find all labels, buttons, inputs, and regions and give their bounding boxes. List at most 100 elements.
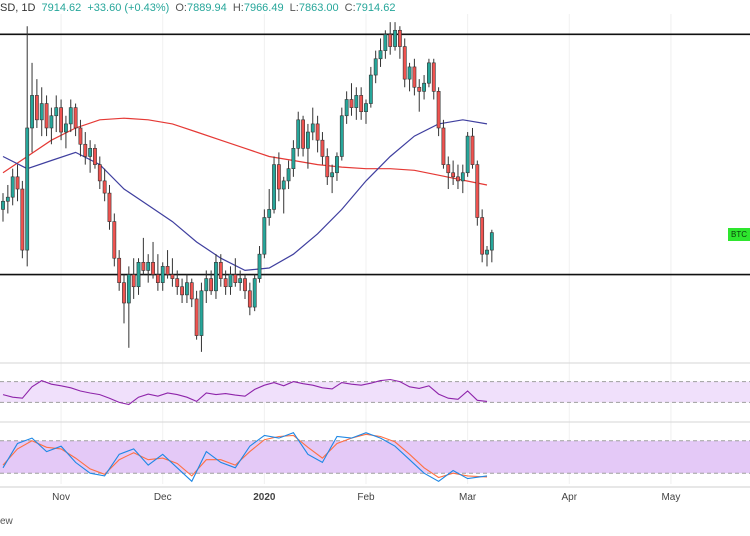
candle (315, 115, 320, 153)
candle (427, 58, 431, 88)
candle (378, 38, 383, 67)
price-tag: BTC (728, 228, 750, 241)
candle-body (267, 209, 272, 218)
candle (485, 246, 489, 267)
candle-body (15, 176, 20, 190)
candle-body (368, 74, 373, 104)
candle (417, 79, 422, 112)
candle-body (54, 107, 59, 117)
candle (383, 30, 388, 59)
candle (402, 38, 407, 88)
candle (325, 148, 330, 185)
ma-fast-line (2, 119, 488, 272)
price-change: +33.60 (+0.43%) (87, 2, 170, 14)
candle (64, 115, 68, 149)
candle (165, 250, 170, 279)
candle-body (185, 282, 189, 296)
candle-body (431, 62, 436, 92)
candle (465, 132, 470, 177)
candle-body (480, 217, 485, 255)
price-pane (0, 22, 750, 352)
candle (257, 246, 262, 283)
candle (422, 75, 426, 100)
candle-body (359, 95, 364, 112)
candle (68, 99, 73, 133)
candle (126, 266, 131, 348)
candle (122, 274, 126, 324)
high-label: H: (232, 2, 244, 14)
candle (30, 62, 34, 153)
candle-body (441, 127, 446, 165)
candle (388, 22, 393, 55)
candle (112, 213, 117, 267)
candle-body (427, 62, 431, 84)
ma-slow-line (2, 117, 488, 186)
candle-body (223, 278, 228, 288)
candle-body (112, 221, 117, 259)
footer-text: ew (0, 516, 13, 527)
candle (262, 209, 267, 259)
x-tick-label: Nov (52, 492, 70, 503)
candle-body (233, 274, 238, 283)
candle-body (407, 66, 412, 80)
candle (214, 254, 218, 299)
candle-body (310, 123, 315, 133)
candle-body (117, 257, 122, 283)
grid (0, 14, 750, 488)
close-label: C: (344, 2, 356, 14)
candle-body (64, 123, 68, 133)
candle-body (107, 192, 112, 222)
candle (393, 22, 397, 51)
candle-body (325, 156, 330, 178)
candle (189, 278, 194, 308)
stochastic-d-line (2, 433, 488, 479)
candle-body (194, 298, 199, 336)
candle (78, 119, 83, 157)
candle-body (470, 135, 475, 165)
candle-body (209, 278, 214, 292)
candle (296, 111, 301, 157)
candle (335, 152, 339, 181)
candle-body (422, 82, 426, 92)
stochastic-pane (0, 432, 750, 483)
candle-body (257, 253, 262, 279)
candle-body (78, 127, 83, 145)
candle-body (272, 164, 276, 210)
candle-body (122, 282, 126, 304)
candle (373, 50, 378, 84)
stochastic-band (0, 440, 750, 474)
candle-body (34, 95, 39, 121)
candle-body (262, 217, 267, 255)
open-label: O: (175, 2, 187, 14)
candle (131, 258, 136, 299)
candle-body (44, 103, 49, 129)
candle (431, 58, 436, 100)
candle-body (296, 119, 301, 149)
candle (59, 99, 63, 141)
symbol-label: SD, 1D (0, 2, 36, 14)
candle-body (364, 103, 368, 112)
time-axis: Nov Dec 2020 Feb Mar Apr May (52, 492, 680, 503)
candle-body (489, 232, 494, 251)
candle (5, 184, 10, 214)
candle-body (141, 262, 146, 271)
low-value: 7863.00 (298, 2, 339, 14)
candle (39, 87, 44, 137)
candle (470, 127, 475, 169)
candle-body (383, 34, 388, 51)
candle (204, 270, 209, 304)
candle (107, 184, 112, 230)
candle-body (339, 115, 344, 157)
candle (359, 87, 364, 120)
candle-body (243, 278, 247, 292)
candle (102, 168, 107, 202)
candle-body (73, 107, 78, 129)
candle (272, 156, 276, 214)
candle (243, 274, 247, 299)
candle-body (291, 148, 296, 169)
candle (354, 87, 359, 120)
candle-body (155, 274, 160, 283)
candle (460, 164, 465, 194)
candle-body (378, 50, 383, 60)
